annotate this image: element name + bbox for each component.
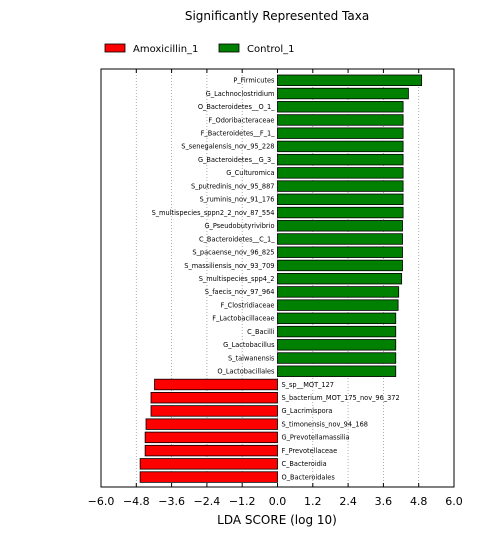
bar-label: C_Bacteroidetes__C_1_ (199, 235, 275, 243)
x-tick-label: −3.6 (158, 495, 185, 508)
bar-label: O_Lactobacillales (217, 368, 275, 376)
bar (154, 378, 278, 391)
bar (144, 444, 278, 457)
bar-label: F_Clostridiaceae (221, 301, 275, 309)
bar (277, 206, 404, 219)
bar (277, 312, 397, 325)
bar (277, 74, 423, 86)
bar-label: O_Bacteroidales (282, 473, 336, 481)
x-tick-label: 4.8 (410, 495, 428, 508)
bar-label: S_pacaense_nov_96_825 (192, 249, 274, 257)
bar-label: S_timonensis_nov_94_168 (282, 420, 368, 428)
bar-label: O_Bacteroidetes__O_1_ (198, 103, 275, 111)
bar-label: G_Prevotellamassilia (282, 434, 350, 442)
legend-label-control: Control_1 (247, 44, 295, 55)
bar-label: S_massiliensis_nov_93_709 (184, 262, 274, 270)
bar (277, 365, 397, 377)
bar (277, 127, 404, 139)
bar (277, 339, 397, 351)
x-tick-label: 0.0 (269, 495, 287, 508)
x-tick-label: −4.8 (123, 495, 150, 508)
bar-label: C_Bacilli (247, 328, 275, 336)
bar-label: F_Odoribacteraceae (208, 116, 274, 124)
bar-label: S_multispecies_spp4_2 (199, 275, 275, 283)
bar (144, 431, 278, 444)
bar-label: F_Bacteroidetes__F_1_ (201, 129, 276, 137)
x-axis-ticks: −6.0 −4.8 −3.6 −2.4 −1.2 0.0 1.2 2.4 3.6 4.8 6.0 (88, 69, 463, 508)
bar-label: S_sp__MOT_127 (282, 381, 335, 389)
bar (277, 114, 404, 126)
bar-label: S_ruminis_nov_91_176 (199, 196, 274, 204)
bar-label: C_Bacteroidia (282, 460, 327, 468)
bar (277, 325, 397, 338)
bar (277, 180, 404, 192)
bar-label: G_Lactobacillus (223, 341, 275, 349)
x-tick-label: −6.0 (88, 495, 115, 508)
bar-label: G_Bacteroidetes__G_3_ (198, 156, 275, 164)
bar-label: S_multispecies_sppn2_2_nov_87_554 (152, 209, 275, 217)
bar (277, 87, 409, 100)
bar (277, 272, 403, 285)
bar-label: S_putredinis_nov_95_887 (191, 182, 275, 190)
bar-label: S_senegalensis_nov_95_228 (181, 143, 274, 151)
bar (277, 352, 397, 364)
bar-labels: P_Firmicutes G_Lachnoclostridium O_Bactero… (152, 77, 400, 482)
bar (139, 471, 278, 483)
bar-label: G_Pseudobutyrivibrio (204, 222, 274, 230)
bar (277, 167, 404, 179)
x-axis-label: LDA SCORE (log 10) (217, 513, 337, 527)
bar-label: S_taiwanensis (228, 354, 275, 362)
bar (277, 220, 403, 232)
bar (277, 286, 400, 298)
bar-label: G_Lachnoclostridium (206, 90, 275, 98)
legend: Amoxicillin_1 Control_1 (104, 43, 295, 55)
bar (277, 101, 404, 113)
x-tick-label: −1.2 (229, 495, 256, 508)
legend-label-amoxicillin: Amoxicillin_1 (133, 44, 198, 55)
bars (139, 74, 423, 483)
bar (145, 418, 278, 430)
bar (139, 458, 278, 470)
bar-label: F_Prevotellaceae (282, 447, 338, 455)
legend-swatch-amoxicillin (104, 43, 126, 53)
bar (150, 405, 278, 417)
bar (277, 259, 403, 272)
bar (277, 233, 403, 245)
bar (277, 153, 404, 166)
x-tick-label: 2.4 (339, 495, 357, 508)
x-tick-label: 3.6 (375, 495, 393, 508)
legend-swatch-control (218, 43, 240, 53)
x-tick-label: 1.2 (304, 495, 322, 508)
chart-title: Significantly Represented Taxa (185, 9, 369, 23)
bar-label: F_Lactobacillaceae (212, 315, 274, 323)
bar-label: G_Culturomica (226, 169, 274, 177)
bar-label: S_faecis_nov_97_964 (205, 288, 275, 296)
bar-label: S_bacterium_MOT_175_nov_96_372 (282, 394, 400, 402)
bar (277, 299, 399, 311)
x-tick-label: 6.0 (445, 495, 463, 508)
bar (277, 246, 403, 258)
bar-label: G_Lacrimispora (282, 407, 333, 415)
bar-label: P_Firmicutes (233, 77, 275, 85)
x-tick-label: −2.4 (194, 495, 221, 508)
bar (150, 392, 278, 404)
bar (277, 193, 404, 206)
bar (277, 140, 404, 153)
